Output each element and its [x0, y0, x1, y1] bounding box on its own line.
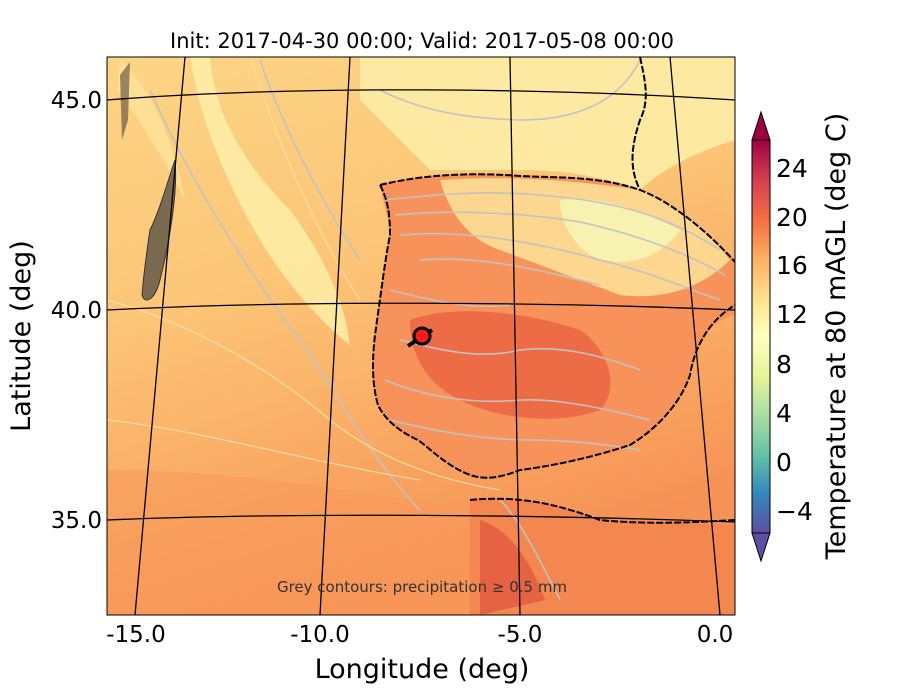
x-tick-label: 0.0: [697, 622, 734, 648]
colorbar-tick-label: 0: [776, 448, 792, 477]
plot-title: Init: 2017-04-30 00:00; Valid: 2017-05-0…: [170, 29, 674, 53]
colorbar-max-extension: [751, 110, 771, 141]
map-area: Grey contours: precipitation ≥ 0.5 mm: [107, 57, 735, 615]
y-tick-label: 45.0: [51, 88, 102, 114]
map-frame: [106, 56, 736, 616]
cool-ebro-basin: [560, 199, 680, 262]
northwest-dark-contour: [120, 62, 130, 140]
x-tick-label: -10.0: [290, 622, 350, 648]
precipitation-note: Grey contours: precipitation ≥ 0.5 mm: [277, 578, 567, 596]
colorbar-label: Temperature at 80 mAGL (deg C): [821, 113, 852, 561]
west-dark-contour: [141, 159, 177, 301]
cool-atlantic-tongue: [190, 57, 350, 345]
y-tick-label: 40.0: [51, 298, 102, 324]
location-marker: [412, 326, 432, 346]
colorbar-tick-label: 12: [776, 300, 808, 329]
y-axis-label: Latitude (deg): [6, 240, 37, 432]
y-tick-label: 35.0: [51, 508, 102, 534]
colorbar-tick-label: 20: [776, 203, 808, 232]
hot-morocco: [480, 520, 545, 615]
precipitation-contours: [149, 59, 726, 601]
graticule: [107, 57, 735, 615]
cool-atlantic-strip: [118, 60, 185, 200]
colorbar-tick-label: 4: [776, 399, 792, 428]
colorbar-min-extension: [751, 532, 771, 563]
hot-interior: [410, 311, 611, 419]
x-axis-label: Longitude (deg): [315, 654, 530, 685]
colorbar: 24 20 16 12 8 4 0 −4 Temperature at 80 m…: [751, 110, 852, 563]
coastlines: [372, 57, 735, 524]
colorbar-tick-label: 8: [776, 350, 792, 379]
x-tick-label: -15.0: [106, 622, 166, 648]
colorbar-scale: [751, 139, 771, 534]
colorbar-tick-label: −4: [776, 497, 813, 526]
x-tick-label: -5.0: [498, 622, 543, 648]
colorbar-tick-label: 16: [776, 251, 808, 280]
colorbar-tick-label: 24: [776, 154, 808, 183]
